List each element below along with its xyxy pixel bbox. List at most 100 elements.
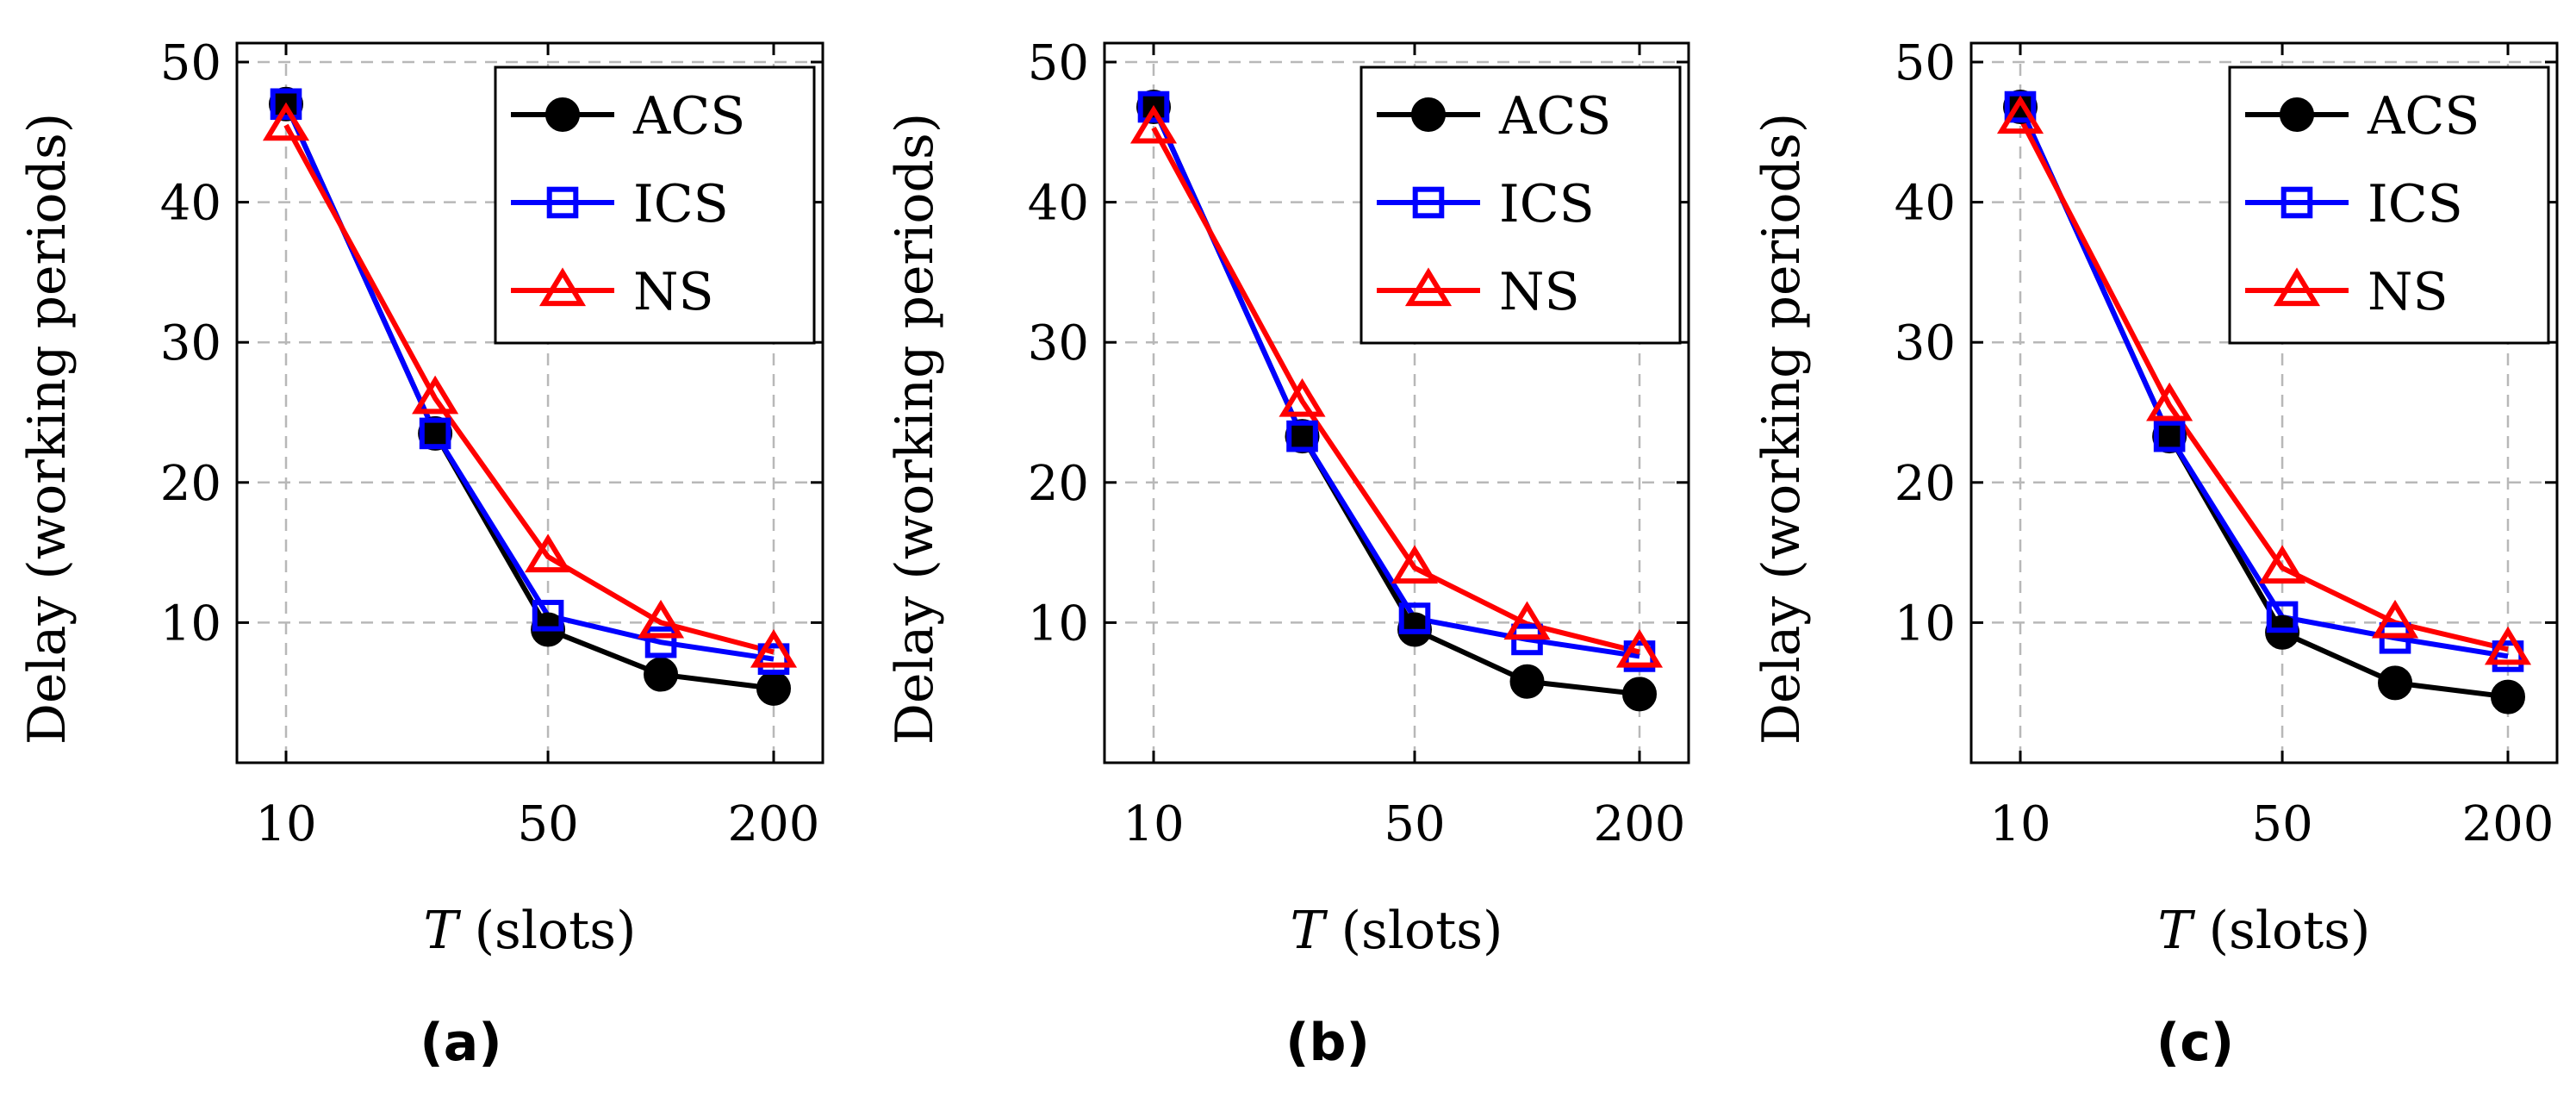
x-axis-variable: T <box>1291 901 1328 961</box>
chart-panel-1: 10 20 30 40 50 10 50 200 Delay (working periods)… <box>17 35 824 1073</box>
x-axis-unit: (slots) <box>2193 901 2371 961</box>
x-axis-variable: T <box>424 901 462 961</box>
series-line-ns <box>2018 116 2509 652</box>
y-tick-label: 50 <box>1028 35 1089 91</box>
data-point-ics <box>1286 420 1318 452</box>
y-tick-label: 50 <box>1895 35 1956 91</box>
y-tick-label: 30 <box>1895 315 1956 371</box>
legend: ACS ICS NS <box>1360 66 1682 345</box>
data-point-ns <box>637 599 685 639</box>
y-tick-label: 40 <box>160 176 221 232</box>
legend-label-ns: NS <box>2368 262 2448 322</box>
series-markers-ics <box>270 88 790 675</box>
y-axis-title: Delay (working periods) <box>1752 113 1812 745</box>
legend-label-ns: NS <box>633 262 714 322</box>
data-point-acs <box>2378 665 2413 701</box>
plot-frame <box>1969 41 2559 764</box>
panel-label: (a) <box>420 1013 501 1073</box>
data-point-acs <box>1622 677 1657 712</box>
x-tick-label: 10 <box>255 796 316 852</box>
data-point-ns <box>2371 599 2419 639</box>
legend-swatch-marker <box>538 267 587 307</box>
data-point-ns <box>1615 628 1664 668</box>
y-tick-label: 40 <box>1028 176 1089 232</box>
data-point-ics <box>1398 602 1431 634</box>
data-point-ns <box>2259 545 2306 584</box>
data-point-ics <box>2266 601 2299 633</box>
data-point-ns <box>750 628 798 668</box>
y-tick-label: 20 <box>1895 456 1956 512</box>
data-point-ns <box>1996 95 2044 134</box>
legend: ACS ICS NS <box>2228 66 2550 345</box>
plot-frame <box>235 41 824 764</box>
data-point-ics <box>419 417 451 450</box>
x-axis-title: T (slots) <box>1291 901 1503 961</box>
data-point-acs <box>2491 679 2525 714</box>
data-point-ics <box>270 88 302 121</box>
legend-swatch-marker <box>2280 97 2314 132</box>
data-point-ics <box>644 626 677 658</box>
x-axis-title: T (slots) <box>424 901 637 961</box>
y-tick-label: 50 <box>160 35 221 91</box>
legend-swatch-marker <box>1404 267 1453 307</box>
data-point-ns <box>1279 377 1326 417</box>
y-tick-label: 30 <box>160 315 221 371</box>
legend-label-acs: ACS <box>632 86 745 147</box>
legend-swatch-marker <box>545 97 580 132</box>
series-line-ns <box>1151 126 1640 655</box>
y-axis-title: Delay (working periods) <box>885 113 945 745</box>
series-markers-ns <box>1996 95 2532 665</box>
x-tick-label: 200 <box>728 796 820 852</box>
y-tick-label: 10 <box>160 596 221 652</box>
data-point-ics <box>1137 90 1170 123</box>
chart-panel-2: 10 20 30 40 50 10 50 200 Delay (working periods)… <box>885 35 1690 1073</box>
legend-label-ics: ICS <box>2368 174 2463 234</box>
plot-frame <box>1103 41 1690 764</box>
legend-swatch-marker <box>1412 186 1445 219</box>
legend-swatch-marker <box>2280 186 2313 219</box>
x-axis-title: T (slots) <box>2158 901 2371 961</box>
x-axis-unit: (slots) <box>458 901 637 961</box>
x-tick-label: 50 <box>517 796 578 852</box>
data-point-acs <box>1509 664 1545 699</box>
y-tick-label: 10 <box>1028 596 1089 652</box>
x-axis-variable: T <box>2158 901 2196 961</box>
series-markers-ns <box>262 102 798 668</box>
series-markers-ns <box>1129 104 1664 668</box>
series-line-ns <box>283 123 775 655</box>
legend-swatch-marker <box>1411 97 1446 132</box>
x-axis-unit: (slots) <box>1325 901 1503 961</box>
y-tick-label: 40 <box>1895 176 1956 232</box>
y-tick-label: 10 <box>1895 596 1956 652</box>
legend-label-ics: ICS <box>1499 174 1595 234</box>
data-point-acs <box>756 671 791 706</box>
y-tick-label: 30 <box>1028 315 1089 371</box>
legend-label-ics: ICS <box>633 174 729 234</box>
legend-swatch-marker <box>2273 267 2321 307</box>
data-point-ns <box>525 533 572 573</box>
x-tick-label: 200 <box>2462 796 2554 852</box>
data-point-ns <box>1391 545 1439 584</box>
legend: ACS ICS NS <box>494 66 816 345</box>
data-point-acs <box>644 657 679 692</box>
y-tick-label: 20 <box>160 456 221 512</box>
legend-swatch-marker <box>546 186 579 219</box>
data-point-ns <box>262 102 310 141</box>
panel-label: (b) <box>1285 1013 1370 1073</box>
data-point-ns <box>2146 382 2193 421</box>
x-tick-label: 50 <box>1384 796 1445 852</box>
data-point-ns <box>412 375 459 415</box>
legend-label-acs: ACS <box>1498 86 1611 147</box>
x-tick-label: 10 <box>1989 796 2050 852</box>
x-tick-label: 10 <box>1123 796 1184 852</box>
data-point-ns <box>1503 601 1551 640</box>
y-axis-title: Delay (working periods) <box>17 113 78 745</box>
chart-panel-3: 10 20 30 40 50 10 50 200 Delay (working periods)… <box>1752 35 2559 1073</box>
data-point-ics <box>2004 90 2037 123</box>
data-point-ics <box>2153 420 2186 452</box>
data-point-ns <box>2484 626 2532 665</box>
data-point-ns <box>1129 104 1178 144</box>
panel-label: (c) <box>2156 1013 2234 1073</box>
